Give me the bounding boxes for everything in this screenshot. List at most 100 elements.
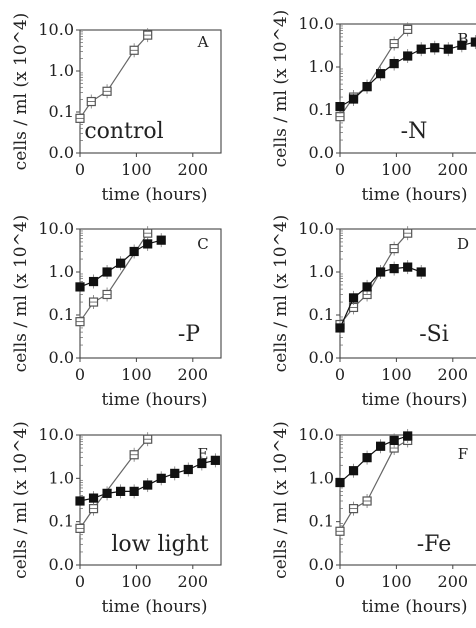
- series-line: [79, 438, 149, 529]
- plot-frame: [339, 228, 476, 359]
- y-tick-label: 1.0: [49, 61, 74, 80]
- x-axis-label: time (hours): [361, 390, 467, 410]
- series-treatment: [75, 453, 220, 508]
- data-point: [376, 69, 386, 79]
- data-point: [348, 466, 359, 476]
- y-tick-label: 1.0: [309, 262, 334, 281]
- x-tick-label: 200: [438, 572, 469, 591]
- data-point: [403, 262, 413, 272]
- series-line: [339, 439, 408, 532]
- series-line: [79, 232, 149, 323]
- x-axis-label: time (hours): [101, 597, 207, 617]
- x-axis-label: time (hours): [101, 390, 207, 410]
- data-point: [143, 239, 153, 249]
- x-tick-label: 0: [75, 160, 85, 179]
- data-point: [362, 82, 372, 92]
- data-point: [416, 44, 426, 54]
- data-point: [116, 258, 126, 268]
- data-point: [210, 455, 220, 465]
- x-tick-label: 200: [438, 365, 469, 384]
- series-treatment: [335, 35, 476, 114]
- y-tick-label: 10.0: [298, 425, 334, 444]
- data-point: [116, 486, 126, 496]
- series-treatment: [335, 428, 413, 490]
- x-axis-label: time (hours): [361, 597, 467, 617]
- data-point: [457, 40, 467, 50]
- series-control: [75, 432, 153, 536]
- panel-letter: D: [457, 235, 469, 253]
- panel-d: 0.0 0.1 1.0 10.0 0 100 200 time (hours) cells / …: [271, 215, 476, 410]
- x-tick-label: 200: [438, 160, 469, 179]
- condition-label: low light: [111, 532, 208, 557]
- data-point: [389, 263, 399, 274]
- x-tick-label: 100: [381, 365, 412, 384]
- x-tick-label: 0: [335, 365, 345, 384]
- x-axis-label: time (hours): [361, 185, 467, 205]
- y-tick-label: 0.0: [309, 555, 334, 574]
- x-tick-label: 100: [121, 572, 152, 591]
- y-tick-label: 10.0: [38, 425, 74, 444]
- data-point: [430, 43, 440, 53]
- y-axis-label: cells / ml (x 10^4): [271, 421, 291, 579]
- data-point: [348, 94, 359, 104]
- y-tick-label: 0.1: [309, 100, 334, 119]
- panel-c: 0.0 0.1 1.0 10.0 0 100 200 time (hours) cells / …: [11, 215, 222, 410]
- data-point: [183, 464, 193, 475]
- data-point: [129, 486, 139, 496]
- y-tick-label: 0.0: [49, 348, 74, 367]
- condition-label: -Si: [419, 322, 449, 347]
- x-tick-label: 100: [381, 160, 412, 179]
- data-point: [376, 267, 386, 277]
- y-tick-label: 10.0: [298, 219, 334, 238]
- panel-letter: E: [198, 445, 209, 463]
- plot-frame: [339, 434, 476, 566]
- condition-label: -N: [401, 119, 428, 144]
- y-axis-label: cells / ml (x 10^4): [11, 13, 31, 171]
- data-point: [170, 468, 180, 478]
- x-tick-label: 0: [335, 572, 345, 591]
- x-tick-label: 200: [178, 160, 209, 179]
- x-tick-label: 100: [381, 572, 412, 591]
- y-axis-label: cells / ml (x 10^4): [271, 10, 291, 168]
- x-axis-label: time (hours): [101, 185, 207, 205]
- data-point: [348, 293, 359, 303]
- y-tick-label: 0.1: [49, 305, 74, 324]
- y-tick-label: 0.1: [49, 512, 74, 531]
- plot-frame: [339, 23, 476, 154]
- series-control: [335, 433, 413, 539]
- data-point: [102, 267, 112, 277]
- panel-e: 0.0 0.1 1.0 10.0 0 100 200 time (hours) cells / …: [11, 421, 222, 617]
- data-point: [389, 58, 399, 69]
- y-tick-label: 1.0: [49, 468, 74, 487]
- data-point: [88, 493, 99, 503]
- series-control: [75, 28, 153, 126]
- x-tick-label: 0: [75, 365, 85, 384]
- y-axis-label: cells / ml (x 10^4): [11, 215, 31, 373]
- data-point: [197, 458, 207, 469]
- data-point: [443, 44, 453, 54]
- x-tick-label: 200: [178, 572, 209, 591]
- y-tick-label: 0.0: [309, 143, 334, 162]
- plot-frame: [79, 29, 222, 154]
- panel-letter: F: [458, 445, 468, 463]
- y-tick-label: 10.0: [38, 219, 74, 238]
- y-tick-label: 0.0: [49, 143, 74, 162]
- y-axis-label: cells / ml (x 10^4): [11, 421, 31, 579]
- data-point: [75, 282, 85, 292]
- y-tick-label: 0.1: [309, 512, 334, 531]
- y-tick-label: 0.1: [309, 305, 334, 324]
- data-point: [75, 496, 85, 506]
- data-point: [403, 51, 413, 61]
- series-control: [335, 22, 413, 124]
- series-treatment: [75, 233, 166, 294]
- panel-a: 0.0 0.1 1.0 10.0 0 100 200 time (hours) cells / …: [11, 13, 222, 205]
- y-tick-label: 10.0: [298, 14, 334, 33]
- panel-b: 0.0 0.1 1.0 10.0 0 100 200 time (hours) cells / …: [271, 10, 476, 205]
- series-treatment: [335, 260, 426, 335]
- condition-label: control: [84, 119, 163, 144]
- data-point: [156, 473, 166, 483]
- data-point: [470, 37, 476, 47]
- y-tick-label: 1.0: [309, 57, 334, 76]
- y-tick-label: 1.0: [49, 262, 74, 281]
- x-tick-label: 0: [335, 160, 345, 179]
